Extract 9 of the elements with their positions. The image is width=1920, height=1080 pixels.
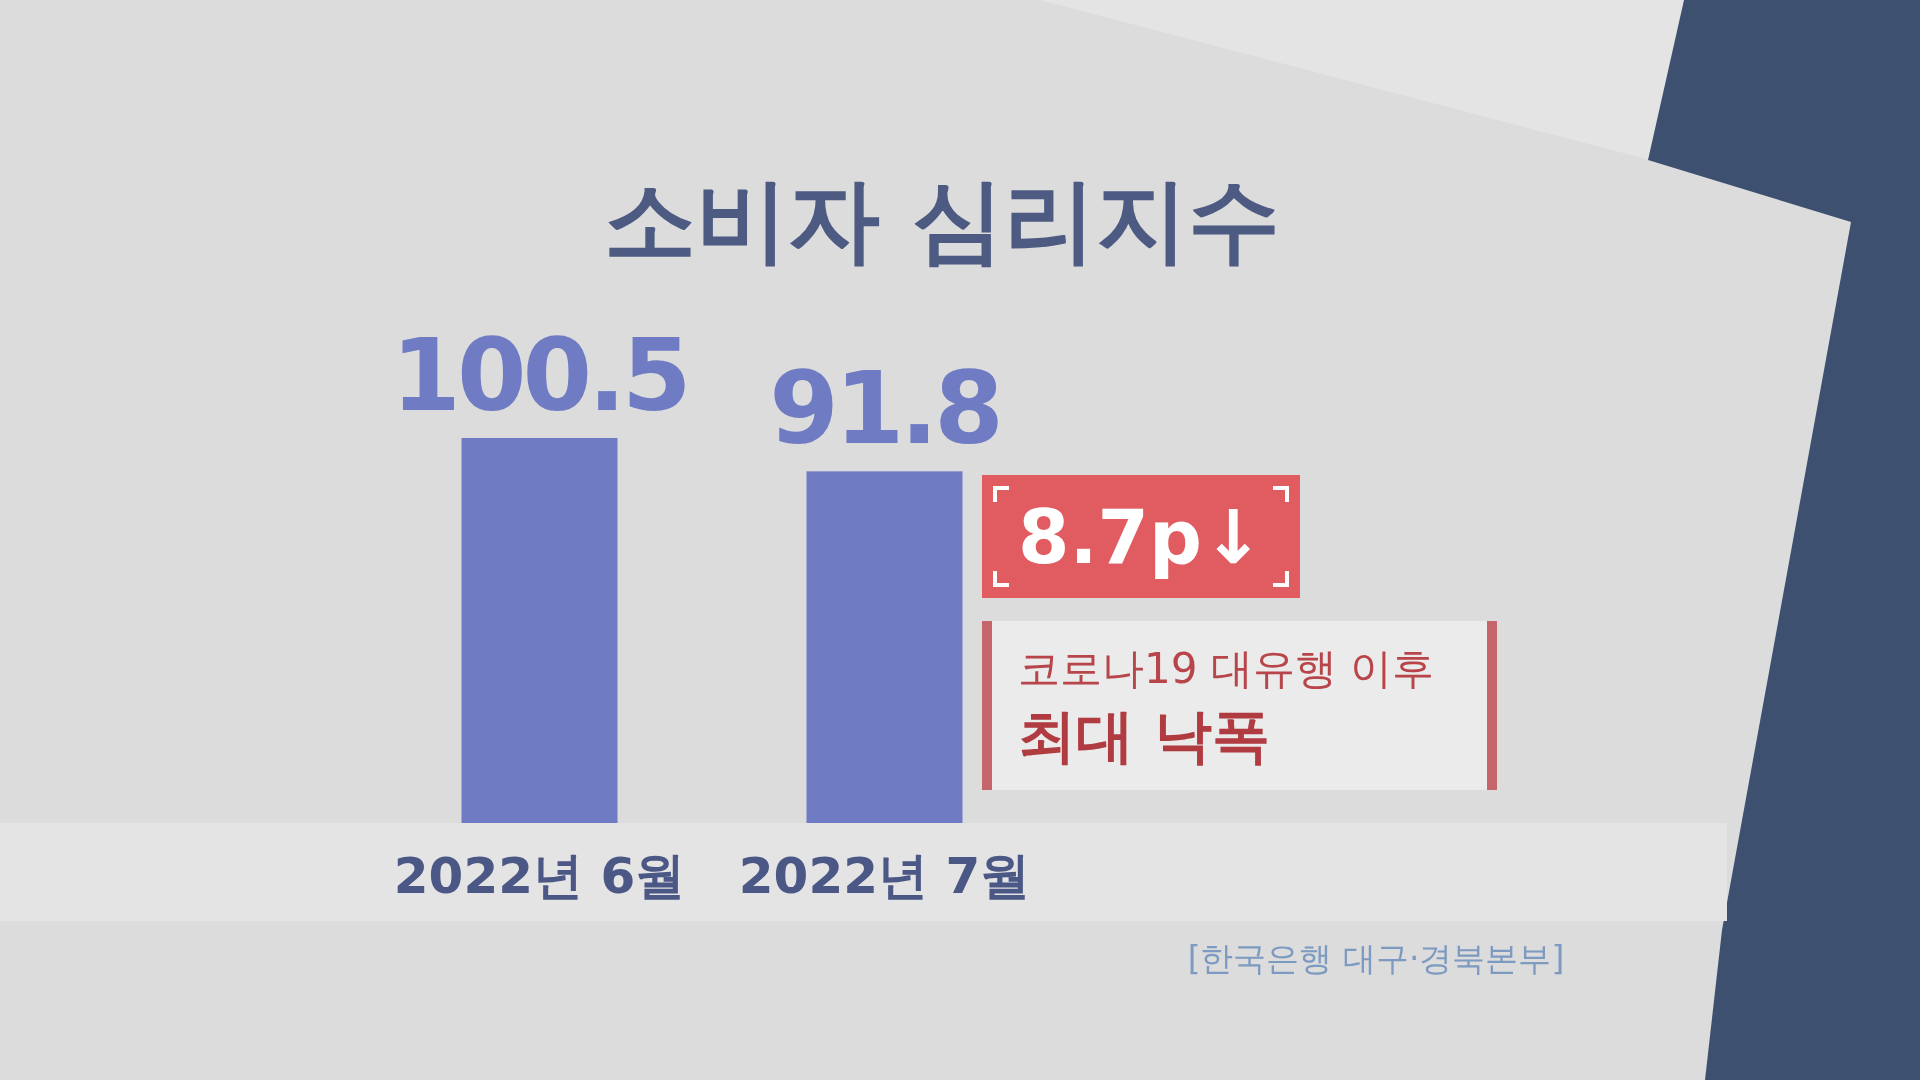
x-tick-label: 2022년 7월 (738, 847, 1031, 905)
annotation: 최대 낙폭 (1018, 702, 1271, 770)
x-tick-label: 2022년 6월 (393, 847, 686, 905)
data-label: 91.8 (769, 350, 1000, 468)
text: [한국은행 대구·경북본부] (1187, 939, 1565, 978)
annotation: 8.7p↓ (1017, 494, 1265, 580)
data-label: 100.5 (391, 317, 688, 434)
chart-title: 소비자 심리지수 (603, 167, 1281, 274)
annotation: 코로나19 대유행 이후 (1018, 644, 1435, 693)
